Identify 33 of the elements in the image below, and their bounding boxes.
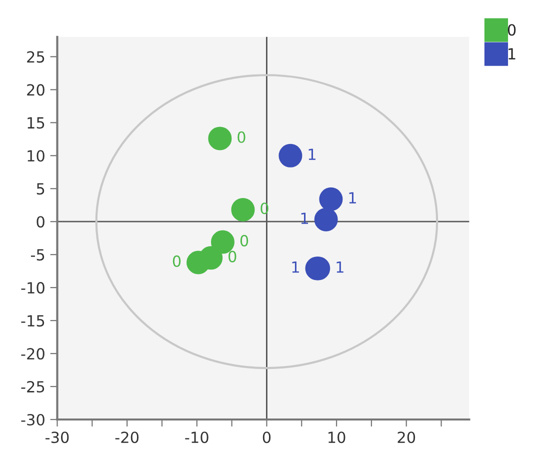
x-tick-label: 0 bbox=[262, 432, 271, 444]
point bbox=[231, 198, 255, 222]
x-tick-label: -20 bbox=[115, 432, 139, 444]
y-tick-label: -20 bbox=[21, 348, 44, 360]
y-tick-label: 5 bbox=[36, 183, 44, 195]
y-tick-label: -10 bbox=[21, 282, 44, 294]
y-tick-label: 10 bbox=[28, 150, 44, 162]
y-tick-label: -5 bbox=[30, 249, 44, 261]
y-tick-label: 0 bbox=[36, 216, 44, 228]
y-tick-label: 20 bbox=[27, 84, 44, 96]
y-tick-label: -30 bbox=[21, 414, 44, 426]
y-tick-label: -15 bbox=[21, 315, 44, 327]
annotation: 1 bbox=[308, 148, 316, 160]
point bbox=[314, 208, 338, 232]
annotation: 0 bbox=[172, 255, 181, 267]
x-tick-label: -30 bbox=[46, 432, 69, 444]
y-tick-label: 25 bbox=[27, 51, 44, 63]
annotation: 1 bbox=[349, 192, 356, 204]
x-tick-label: 20 bbox=[398, 432, 416, 444]
x-tick-label: -10 bbox=[185, 432, 208, 444]
annotation: 1 bbox=[292, 262, 299, 273]
annotation: 0 bbox=[240, 234, 248, 246]
legend-label: 0 bbox=[508, 24, 516, 36]
point bbox=[208, 126, 232, 150]
annotation: 1 bbox=[336, 262, 344, 273]
x-tick-label: 10 bbox=[328, 432, 346, 444]
y-tick-label: -25 bbox=[21, 380, 44, 393]
annotation: 0 bbox=[228, 250, 236, 262]
annotation: 0 bbox=[238, 131, 246, 143]
y-tick-label: 15 bbox=[28, 117, 44, 129]
legend-label: 1 bbox=[508, 48, 516, 60]
point bbox=[278, 144, 302, 168]
point bbox=[319, 187, 343, 211]
